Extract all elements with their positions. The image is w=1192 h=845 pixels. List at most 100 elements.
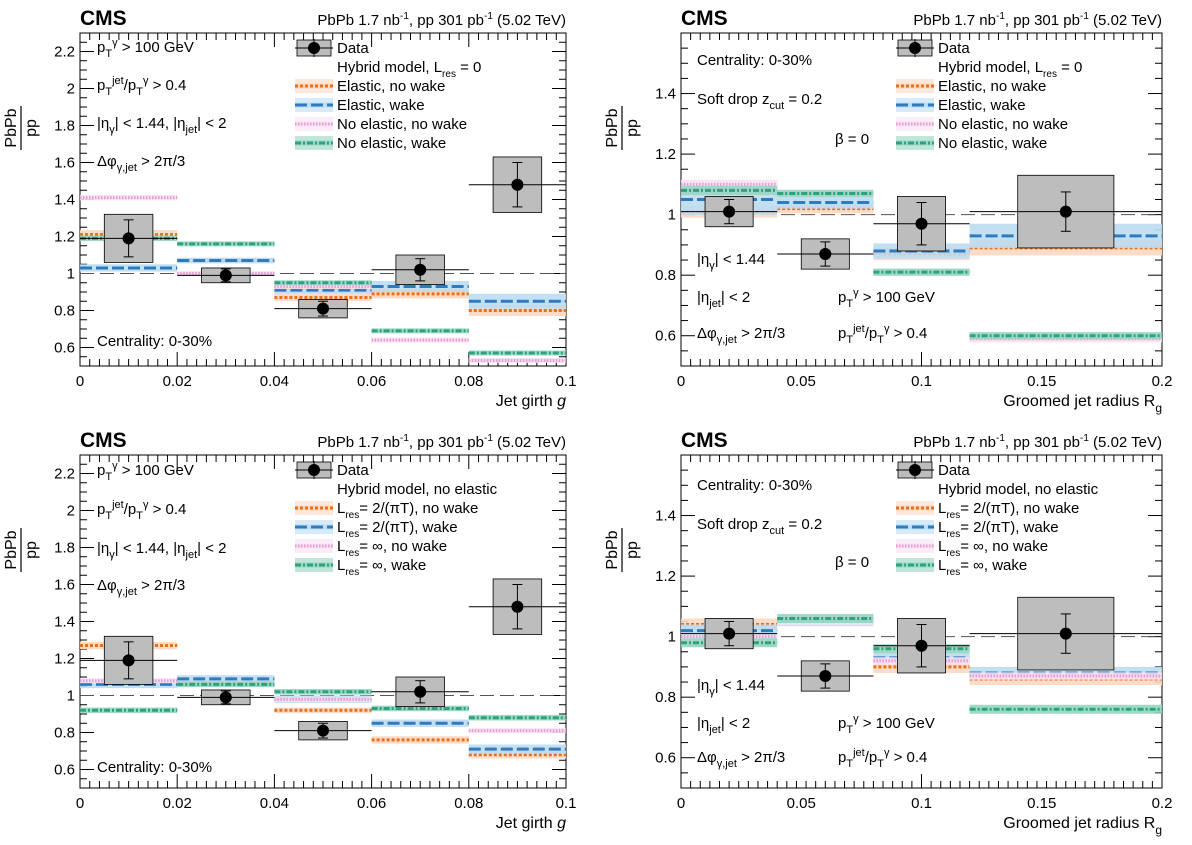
annotation: Soft drop zcut = 0.2 [697,91,822,112]
annotation: |ηγ| < 1.44 [697,251,765,272]
legend-label: Lres= ∞, no wake [938,538,1048,559]
y-tick-label: 0.6 [655,750,676,767]
annotation: pTγ > 100 GeV [97,460,194,483]
series-hyb_ew [80,675,566,754]
y-tick-label: 1.2 [655,146,676,163]
data-point [819,669,832,682]
annotation: |ηγ| < 1.44 [697,677,765,698]
legend-label: Hybrid model, no elastic [337,481,498,498]
series-hyb_nw [80,681,566,721]
annotation: pTjet/pTγ > 0.4 [838,323,927,346]
y-axis-label: PbPb pp [3,528,40,572]
x-axis-label: Groomed jet radius Rg [1003,393,1162,415]
cms-label: CMS [80,7,127,30]
x-axis-label: Groomed jet radius Rg [1003,815,1162,837]
annotation: |ηjet| < 2 [697,715,750,736]
y-axis-label: PbPb pp [604,528,641,572]
y-tick-label: 2 [67,81,75,98]
x-tick-label: 0.1 [911,373,932,390]
cms-label: CMS [681,429,728,452]
annotation: Δφγ,jet > 2π/3 [697,325,785,346]
panel-top-left: CMS PbPb 1.7 nb-1, pp 301 pb-1 (5.02 TeV)… [3,7,576,410]
annotation: pTjet/pTγ > 0.4 [838,747,927,770]
annotation: pTγ > 100 GeV [97,37,194,60]
data-point [1059,627,1072,640]
legend-label: Hybrid model, Lres = 0 [337,59,481,80]
data-point [122,232,135,245]
model-bin-band [371,289,469,299]
legend-label: Data [938,462,970,479]
y-tick-label: 1 [668,629,676,646]
x-tick-label: 0 [677,795,685,812]
legend-data-marker [308,42,320,54]
legend: Data Hybrid model, no elastic Lres= 2/(πT)… [295,461,498,578]
series-data [681,174,1162,270]
x-tick-label: 0.15 [1027,373,1056,390]
model-bin-band [274,293,372,302]
data-point [511,600,524,613]
cms-label: CMS [681,7,728,30]
lumi-label: PbPb 1.7 nb-1, pp 301 pb-1 (5.02 TeV) [913,433,1162,451]
y-tick-label: 1 [67,266,75,283]
legend-label: Hybrid model, Lres = 0 [938,59,1082,80]
x-tick-label: 0.2 [1152,373,1173,390]
y-tick-label: 0.8 [54,303,75,320]
y-axis-label-den: pp [624,119,641,137]
legend-label: No elastic, wake [337,135,446,152]
series-data [80,578,566,741]
data-point [819,247,832,260]
data-point [317,724,329,737]
y-axis-label: PbPb pp [604,106,641,150]
y-tick-label: 0.6 [54,762,75,779]
annotation: Centrality: 0-30% [697,477,812,494]
series-data [80,156,566,319]
y-tick-label: 0.6 [54,340,75,357]
model-bin-band [468,751,566,759]
y-axis-label-den: pp [624,541,641,559]
annotation: |ηγ| < 1.44, |ηjet| < 2 [97,540,226,561]
lumi-label: PbPb 1.7 nb-1, pp 301 pb-1 (5.02 TeV) [317,11,566,29]
y-tick-label: 2 [67,503,75,520]
legend-label: Data [337,40,369,57]
legend-swatch-bg [896,501,934,515]
x-axis-label: Jet girth g [496,815,566,832]
annotation: Δφγ,jet > 2π/3 [697,749,785,770]
lumi-label: PbPb 1.7 nb-1, pp 301 pb-1 (5.02 TeV) [913,11,1162,29]
legend-data-marker [308,464,320,476]
panel-top-right: CMS PbPb 1.7 nb-1, pp 301 pb-1 (5.02 TeV)… [604,7,1172,415]
y-tick-label: 1.4 [655,508,676,525]
legend-label: Elastic, no wake [337,78,445,95]
y-axis-label-den: pp [23,541,40,559]
legend-label: Hybrid model, no elastic [938,481,1099,498]
legend-swatch-bg [295,79,333,93]
data-point [723,205,736,218]
legend-label: Lres= 2/(πT), wake [938,519,1059,540]
y-axis-label-num: PbPb [604,108,621,147]
x-tick-label: 0.1 [556,795,577,812]
data-point [219,269,232,282]
y-tick-label: 0.8 [54,725,75,742]
annotation: pTjet/pTγ > 0.4 [97,75,186,98]
x-tick-label: 0.05 [787,795,816,812]
x-tick-label: 0.1 [911,795,932,812]
annotation: Δφγ,jet > 2π/3 [97,153,185,174]
annotation: pTγ > 100 GeV [838,713,935,736]
legend-label: Elastic, wake [938,97,1026,114]
x-axis-label: Jet girth g [496,393,566,410]
legend-swatch-bg [896,79,934,93]
y-tick-label: 1.4 [655,86,676,103]
series-hyb_ew [80,257,566,309]
legend-label: Lres= ∞, no wake [337,538,447,559]
legend-label: Lres= 2/(πT), no wake [337,500,478,521]
data-point [511,178,524,191]
x-tick-label: 0.05 [787,373,816,390]
x-tick-label: 0.1 [556,373,577,390]
legend-data-marker [909,42,921,54]
data-point [915,217,928,230]
x-tick-label: 0 [677,373,685,390]
annotation: Centrality: 0-30% [97,333,212,350]
y-axis-label-num: PbPb [3,108,20,147]
